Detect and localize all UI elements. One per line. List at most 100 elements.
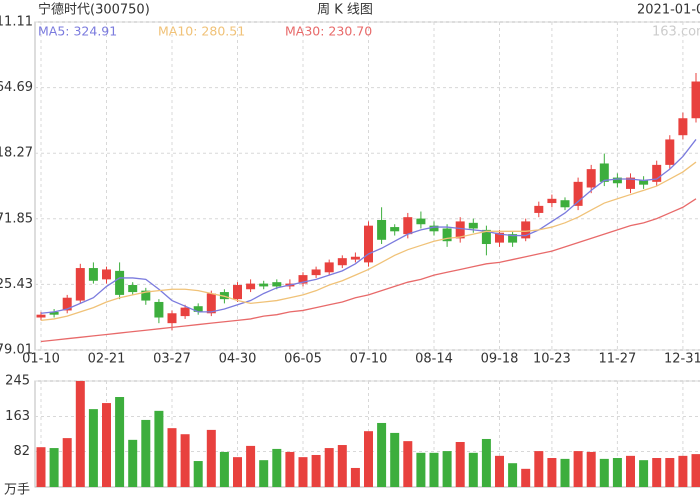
candle-body [298, 275, 308, 284]
candle-body [403, 217, 413, 235]
candle-body [442, 228, 452, 242]
volume-bar [167, 428, 177, 487]
candle-body [364, 225, 373, 263]
legend-entry: MA30: 230.70 [285, 24, 372, 39]
y-tick-label: 411.11 [0, 15, 33, 30]
candle-body [586, 169, 596, 188]
candle-body [115, 270, 125, 295]
volume-bar [547, 458, 557, 487]
volume-bar [495, 455, 504, 487]
volume-bar [102, 403, 111, 487]
candle-body [691, 81, 700, 119]
volume-bar [639, 460, 649, 487]
volume-bar [508, 463, 518, 487]
candle-body [599, 163, 609, 182]
volume-bar [75, 381, 85, 487]
candle-body [573, 181, 583, 206]
candle-body [311, 269, 321, 276]
candle-body [547, 198, 557, 204]
legend-entry: MA5: 324.91 [38, 24, 117, 39]
candle-body [652, 164, 662, 182]
volume-bar [442, 451, 452, 487]
volume-bar [141, 419, 151, 487]
ma-line [40, 161, 697, 321]
volume-bar [665, 458, 675, 487]
y-tick-label: 225.43 [0, 277, 33, 292]
candle-body [102, 269, 111, 280]
candle-body [88, 268, 98, 281]
volume-bar [115, 397, 125, 487]
candle-body [141, 290, 151, 301]
volume-bar [180, 434, 190, 487]
volume-bar [573, 451, 583, 487]
candle-body [206, 293, 216, 314]
volume-bar [403, 441, 413, 487]
ma-line [40, 139, 697, 314]
volume-bar [429, 452, 439, 487]
volume-bar [612, 458, 622, 487]
candle-body [390, 227, 400, 232]
chart-subtitle: 周 K 线图 [317, 3, 373, 18]
candle-body [560, 200, 570, 208]
candle-body [468, 222, 478, 229]
chart-title: 宁德时代(300750) [38, 2, 150, 18]
volume-bar [337, 445, 347, 487]
volume-bar [233, 457, 242, 487]
volume-bar [691, 454, 700, 487]
volume-bar [259, 460, 269, 487]
candle-body [36, 314, 46, 318]
volume-bar [468, 452, 478, 487]
volume-tick-label: 163 [5, 409, 30, 424]
candle-body [377, 220, 387, 240]
x-tick-label: 04-30 [219, 352, 257, 367]
candle-body [665, 139, 675, 165]
candle-body [324, 262, 334, 273]
volume-bar [481, 438, 491, 487]
volume-bar [128, 439, 138, 487]
x-tick-label: 02-21 [88, 352, 126, 367]
volume-bar [272, 448, 282, 487]
x-tick-label: 08-14 [415, 352, 453, 367]
candle-body [495, 232, 504, 243]
volume-bar [88, 409, 98, 487]
y-tick-label: 364.69 [0, 80, 33, 95]
y-tick-label: 318.27 [0, 146, 33, 161]
candle-body [678, 118, 688, 136]
y-tick-label: 271.85 [0, 211, 33, 226]
candle-body [639, 180, 649, 185]
volume-tick-label: 245 [5, 374, 30, 389]
y-tick-label: 179.01 [0, 343, 33, 358]
volume-bar [678, 455, 688, 487]
volume-bar [390, 432, 400, 487]
volume-bar [364, 431, 373, 487]
volume-bar [534, 451, 544, 487]
volume-bar [455, 442, 465, 487]
candle-body [62, 297, 72, 311]
x-tick-label: 06-05 [284, 352, 322, 367]
volume-bar [350, 467, 360, 487]
price-frame [34, 21, 700, 351]
candle-body [49, 311, 59, 315]
candle-body [246, 283, 256, 290]
volume-bar [206, 429, 216, 487]
volume-bar [49, 448, 59, 487]
volume-bar [311, 454, 321, 487]
volume-bar [246, 445, 256, 487]
volume-bar [285, 451, 295, 487]
candle-body [180, 307, 190, 317]
candle-body [75, 268, 85, 301]
watermark: 163.com [652, 25, 700, 40]
candle-body [259, 283, 269, 287]
candle-body [154, 301, 164, 318]
volume-bar [586, 451, 596, 487]
candle-body [128, 285, 138, 293]
ma-line [40, 198, 697, 343]
volume-bar [560, 458, 570, 487]
candle-body [219, 292, 229, 300]
volume-bar [193, 461, 203, 487]
legend-entry: MA10: 280.51 [158, 24, 245, 39]
volume-bar [599, 458, 609, 487]
candle-body [416, 218, 426, 225]
candle-body [508, 234, 518, 243]
